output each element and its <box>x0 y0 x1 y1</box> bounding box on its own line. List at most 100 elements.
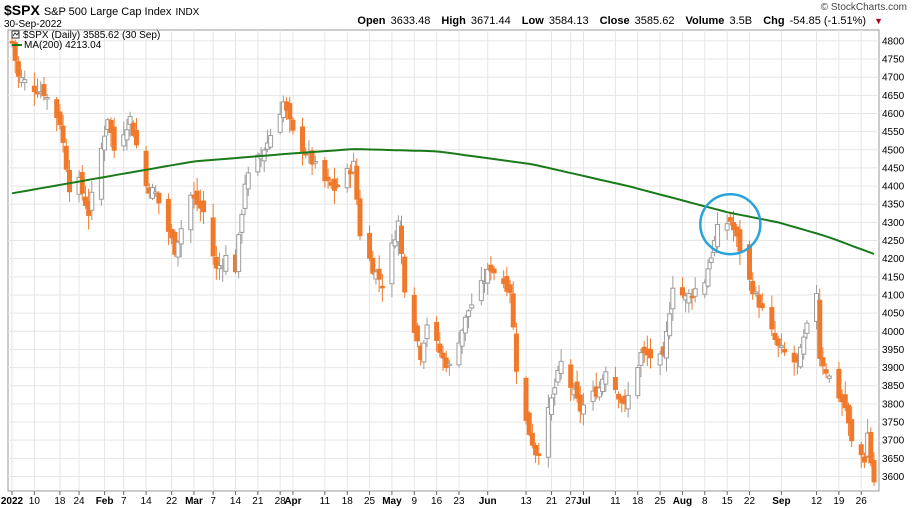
x-tick-label: 18 <box>342 496 354 507</box>
candle-body <box>440 352 446 359</box>
candle-body <box>823 369 829 374</box>
y-tick-label: 4050 <box>882 309 905 320</box>
y-tick-label: 4450 <box>882 163 905 174</box>
candle-body <box>574 381 580 399</box>
ticker-symbol[interactable]: $SPX <box>4 2 40 18</box>
candle-body <box>223 255 229 272</box>
candle-body <box>89 191 95 211</box>
candle-body <box>66 169 72 193</box>
checkbox-icon[interactable] <box>11 30 20 39</box>
candle-body <box>772 333 778 340</box>
candle-body <box>309 150 315 165</box>
candle-body <box>708 257 714 263</box>
candle-body <box>635 367 641 397</box>
candle-body <box>456 342 462 366</box>
candle-body <box>421 342 427 363</box>
x-tick-label: 23 <box>453 496 465 507</box>
candle-body <box>31 85 37 93</box>
candle-body <box>376 268 382 280</box>
candle-body <box>102 135 108 151</box>
x-tick-label: 7 <box>210 496 216 507</box>
candle-body <box>648 349 654 359</box>
highlight-circle <box>699 192 762 256</box>
candle-body <box>801 336 807 355</box>
y-tick-label: 4200 <box>882 254 905 265</box>
candle-body <box>255 154 261 173</box>
candle-body <box>727 217 733 222</box>
candle-body <box>616 393 622 400</box>
candle-body <box>782 348 788 353</box>
x-tick-label: 8 <box>702 496 708 507</box>
candle-body <box>466 310 472 318</box>
x-tick-label: 24 <box>73 496 85 507</box>
candle-body <box>322 160 328 182</box>
candle-body <box>715 224 721 248</box>
candle-body <box>459 329 465 347</box>
candle-body <box>689 295 695 299</box>
close-value: 3585.62 <box>634 15 675 27</box>
candle-body <box>41 84 47 97</box>
x-tick-label: 25 <box>655 496 667 507</box>
candle-body <box>510 293 516 328</box>
y-tick-label: 4000 <box>882 327 905 338</box>
candle-body <box>79 172 85 194</box>
candle-body <box>15 61 21 77</box>
candle-body <box>596 387 602 398</box>
candle-body <box>414 325 420 342</box>
x-tick-label: Mar <box>185 496 203 507</box>
y-tick-label: 4150 <box>882 272 905 283</box>
candle-body <box>485 269 491 284</box>
y-tick-label: 4700 <box>882 73 905 84</box>
candle-body <box>392 239 398 247</box>
candle-body <box>57 111 63 126</box>
candle-body <box>54 99 60 118</box>
candle-body <box>759 303 765 309</box>
candle-body <box>389 242 395 285</box>
y-tick-label: 4600 <box>882 109 905 120</box>
candle-body <box>462 316 468 334</box>
candle-body <box>402 256 408 293</box>
candle-body <box>277 113 283 133</box>
x-tick-label: 25 <box>364 496 376 507</box>
candle-body <box>156 192 162 204</box>
candle-body <box>379 285 385 289</box>
candle-body <box>580 404 586 415</box>
candle-body <box>667 313 673 337</box>
header-date: 30-Sep-2022 <box>4 19 62 30</box>
x-tick-label: May <box>382 496 402 507</box>
x-tick-label: 15 <box>722 496 734 507</box>
candle-body <box>756 294 762 308</box>
y-tick-label: 4750 <box>882 55 905 66</box>
candle-body <box>290 119 296 131</box>
candle-body <box>778 345 784 348</box>
candle-body <box>868 432 874 464</box>
y-tick-label: 4350 <box>882 200 905 211</box>
title-line: $SPX S&P 500 Large Cap Index INDX <box>4 2 199 18</box>
high-label: High <box>441 15 466 27</box>
candle-body <box>724 223 730 231</box>
candle-body <box>335 184 341 188</box>
candle-body <box>354 165 360 200</box>
candle-body <box>60 125 66 143</box>
candle-body <box>845 404 851 424</box>
x-tick-label: 11 <box>320 496 331 507</box>
candle-body <box>325 176 331 181</box>
y-tick-label: 3900 <box>882 363 905 374</box>
stockcharts-logo[interactable]: © StockCharts.com <box>820 2 907 13</box>
candle-body <box>134 130 140 146</box>
candle-body <box>702 282 708 295</box>
close-label: Close <box>599 15 630 27</box>
x-tick-label: 21 <box>546 496 558 507</box>
candle-body <box>98 147 104 200</box>
y-tick-label: 4550 <box>882 127 905 138</box>
ma200-line <box>11 148 875 255</box>
x-tick-label: Apr <box>284 496 301 507</box>
candle-body <box>446 363 452 367</box>
candle-body <box>552 387 558 395</box>
candle-body <box>625 394 631 410</box>
candle-body <box>526 412 532 435</box>
candle-body <box>545 406 551 458</box>
candle-body <box>568 364 574 388</box>
candle-body <box>533 444 539 456</box>
